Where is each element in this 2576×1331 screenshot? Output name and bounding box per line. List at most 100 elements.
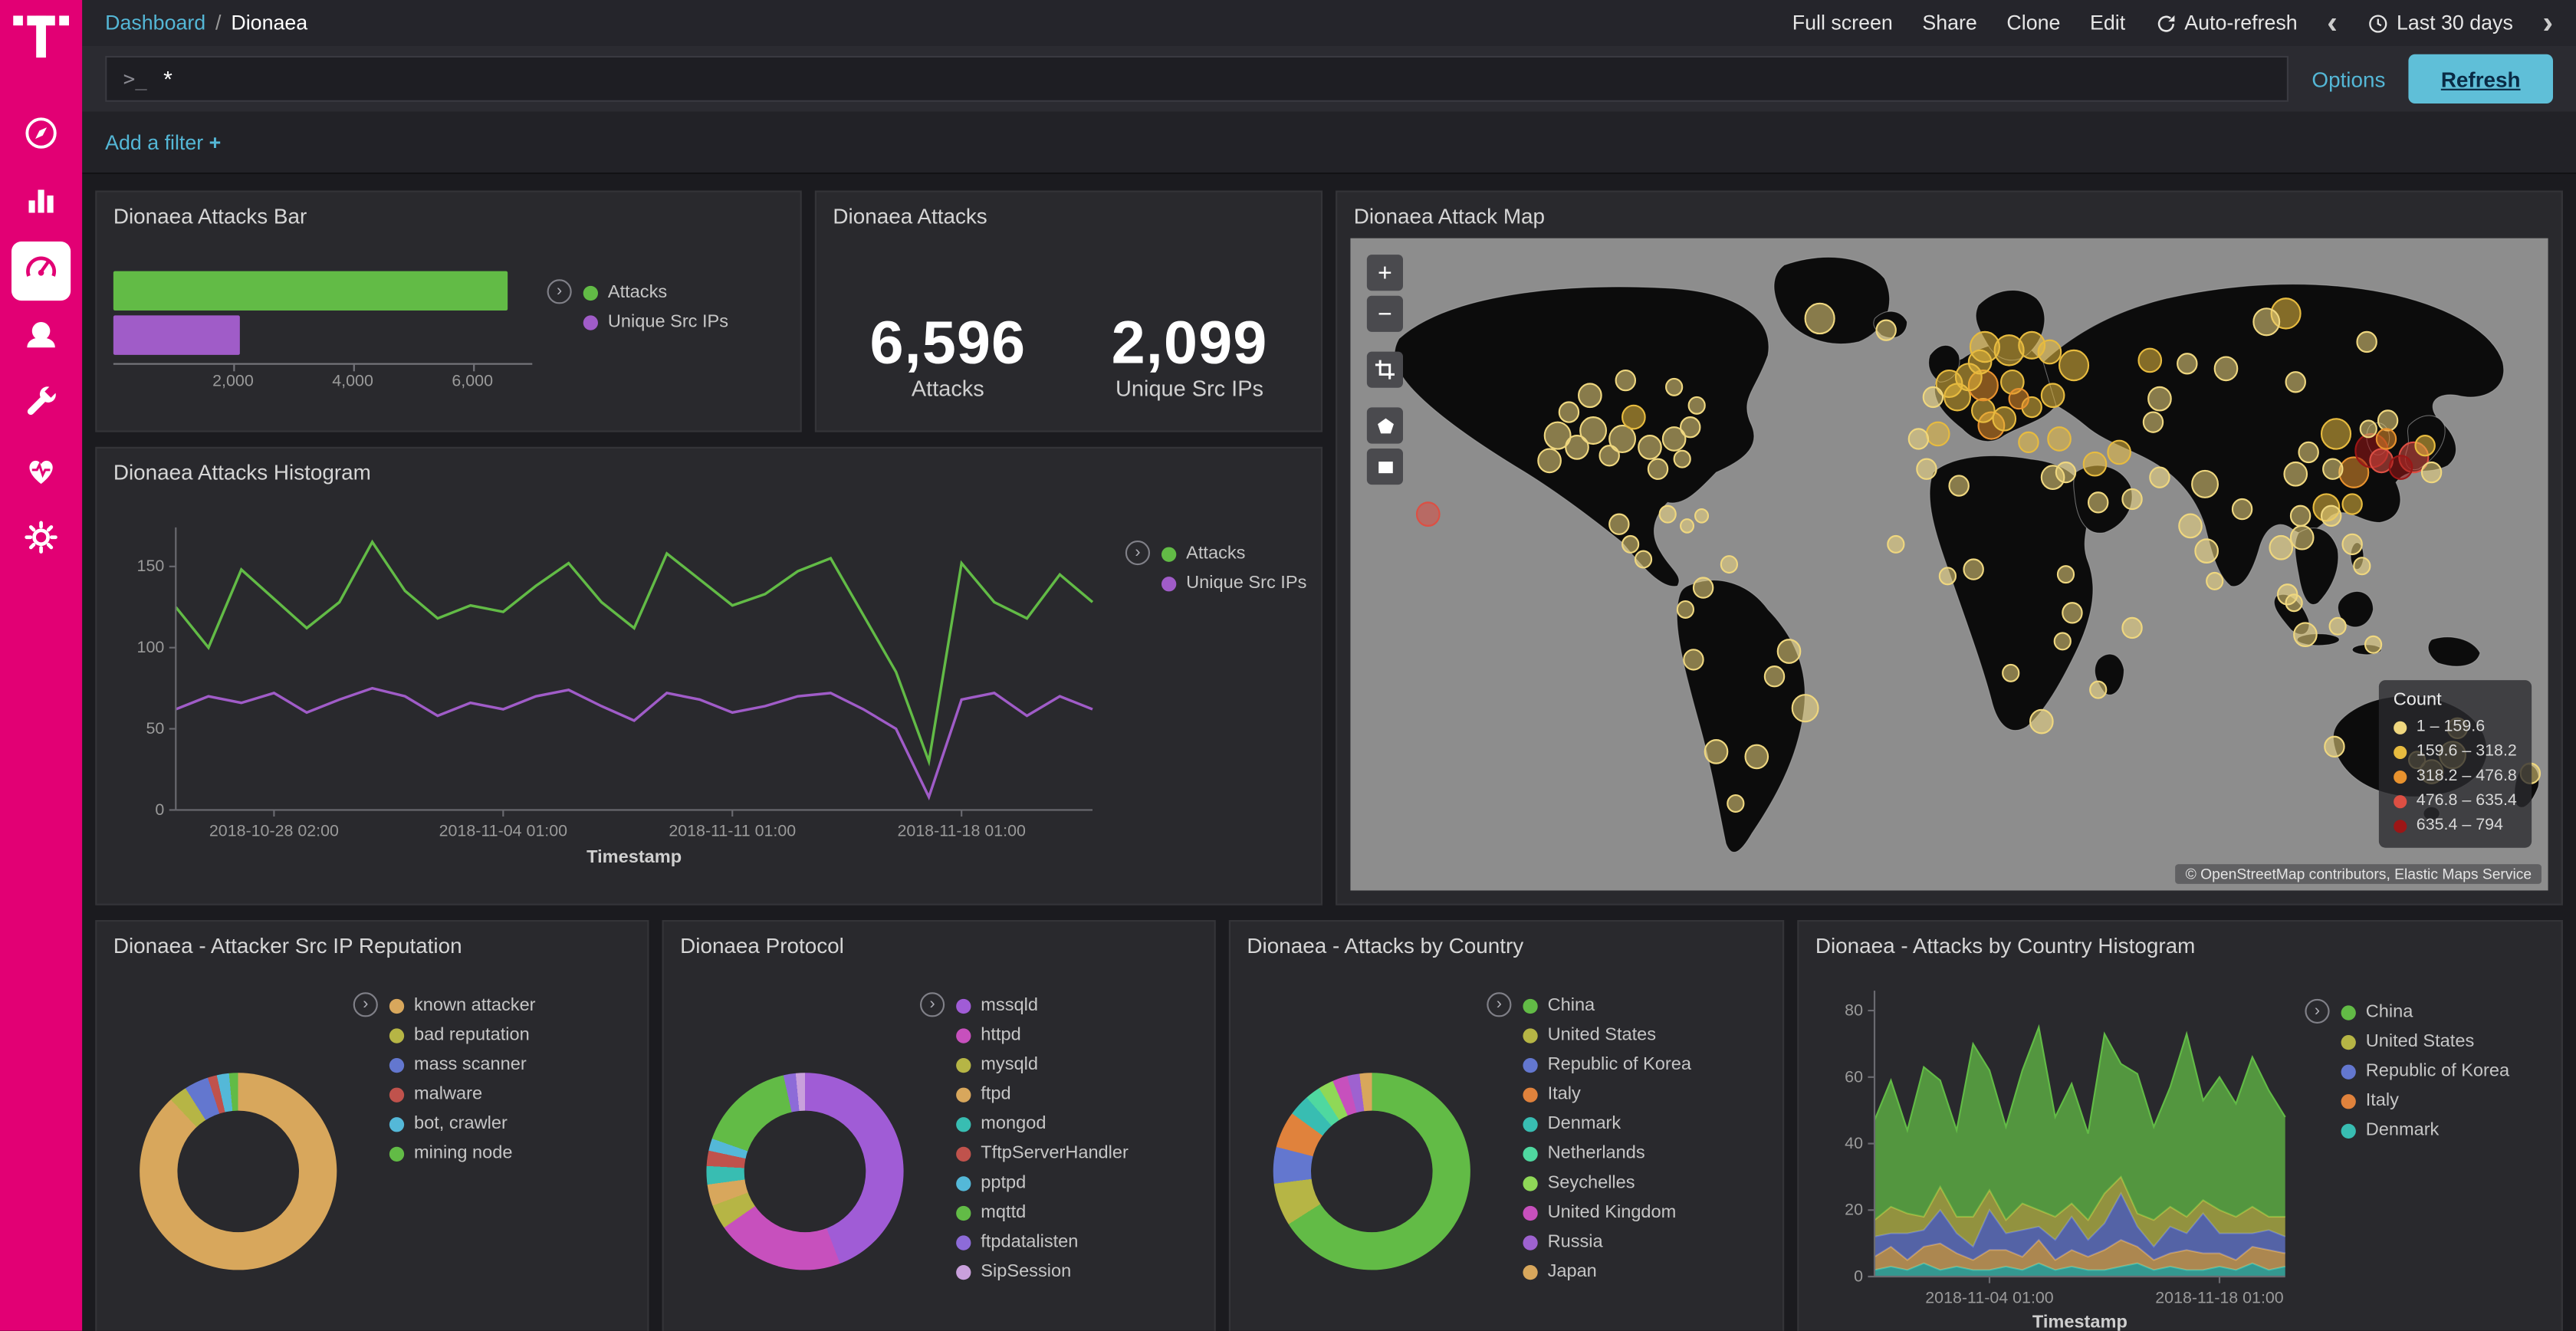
map-bubble[interactable]	[2040, 383, 2065, 409]
map-bubble[interactable]	[1615, 369, 1637, 392]
country-legend-item-seychelles[interactable]: Seychelles	[1523, 1168, 1691, 1198]
proto-legend-item-mysqld[interactable]: mysqld	[956, 1050, 1129, 1080]
panel-title[interactable]: Dionaea Protocol	[680, 933, 844, 958]
map-bubble[interactable]	[1925, 421, 1950, 447]
bar-legend-item-unique-src-ips[interactable]: Unique Src IPs	[583, 307, 728, 337]
map-bubble[interactable]	[2285, 371, 2306, 393]
panel-title[interactable]: Dionaea Attacks	[833, 203, 987, 228]
sidebar-item-discover[interactable]	[12, 107, 71, 166]
panel-title[interactable]: Dionaea Attacks Histogram	[113, 460, 371, 485]
map-bubble[interactable]	[1727, 794, 1745, 813]
map-bubble[interactable]	[1680, 416, 1701, 439]
histo-legend-item-attacks[interactable]: Attacks	[1162, 539, 1306, 569]
map-attribution[interactable]: © OpenStreetMap contributors, Elastic Ma…	[2175, 864, 2542, 884]
map-bubble[interactable]	[2008, 387, 2029, 410]
panel-title[interactable]: Dionaea - Attacker Src IP Reputation	[113, 933, 462, 958]
map-bubble[interactable]	[1948, 475, 1970, 497]
map-bubble[interactable]	[2414, 435, 2436, 457]
panel-title[interactable]: Dionaea - Attacks by Country Histogram	[1815, 933, 2196, 958]
country-legend-item-denmark[interactable]: Denmark	[1523, 1109, 1691, 1139]
sidebar-item-dev-tools[interactable]	[12, 376, 71, 435]
stack-legend-item-china[interactable]: China	[2341, 997, 2510, 1027]
map-bubble[interactable]	[2029, 708, 2054, 735]
map-bubble[interactable]	[1938, 567, 1957, 586]
map-bubble[interactable]	[1692, 577, 1714, 599]
map-bubble[interactable]	[2121, 488, 2143, 511]
zoom-out-button[interactable]: −	[1366, 295, 1403, 332]
map-bubble[interactable]	[2191, 469, 2219, 498]
map-bubble[interactable]	[1887, 534, 1905, 554]
stack-legend-collapse-icon[interactable]: ›	[2305, 998, 2330, 1024]
map-bubble[interactable]	[2289, 524, 2315, 550]
map-bubble[interactable]	[2252, 307, 2281, 337]
map-bubble[interactable]	[2082, 451, 2108, 477]
panel-title[interactable]: Dionaea Attacks Bar	[113, 203, 307, 228]
polygon-button[interactable]	[1366, 407, 1403, 444]
country-legend-item-republic-of-korea[interactable]: Republic of Korea	[1523, 1050, 1691, 1080]
add-filter-link[interactable]: Add a filter +	[105, 130, 221, 153]
map-bubble[interactable]	[2341, 493, 2363, 515]
map-bubble[interactable]	[2037, 339, 2062, 365]
map-bubble[interactable]	[1658, 504, 1677, 524]
rep-legend-collapse-icon[interactable]: ›	[353, 992, 378, 1017]
panel-title[interactable]: Dionaea - Attacks by Country	[1247, 933, 1524, 958]
map-bubble[interactable]	[2289, 504, 2312, 527]
bar-unique-src-ips[interactable]	[113, 315, 239, 355]
rep-legend-item-mass-scanner[interactable]: mass scanner	[389, 1050, 536, 1080]
proto-legend-collapse-icon[interactable]: ›	[920, 992, 945, 1017]
country-legend-item-netherlands[interactable]: Netherlands	[1523, 1139, 1691, 1168]
rep-legend-item-mining-node[interactable]: mining node	[389, 1139, 536, 1168]
map-bubble[interactable]	[2364, 635, 2383, 654]
map-bubble[interactable]	[1673, 449, 1691, 468]
map-bubble[interactable]	[2121, 616, 2143, 639]
country-donut-chart[interactable]	[1273, 1073, 1470, 1270]
rectangle-button[interactable]	[1366, 449, 1403, 485]
map-legend-range[interactable]: 1 – 159.6	[2393, 715, 2517, 739]
map-legend-range[interactable]: 476.8 – 635.4	[2393, 789, 2517, 813]
histo-legend-collapse-icon[interactable]: ›	[1125, 541, 1150, 566]
country-legend-item-japan[interactable]: Japan	[1523, 1257, 1691, 1287]
map-bubble[interactable]	[1763, 666, 1786, 688]
map-bubble[interactable]	[1970, 398, 1996, 423]
map-bubble[interactable]	[1744, 744, 1769, 770]
proto-legend-item-mongod[interactable]: mongod	[956, 1109, 1129, 1139]
country-legend-item-china[interactable]: China	[1523, 991, 1691, 1020]
map-bubble[interactable]	[2377, 409, 2399, 432]
query-value[interactable]: *	[163, 65, 172, 92]
map-bubble[interactable]	[1680, 518, 1695, 534]
map-bubble[interactable]	[2056, 565, 2075, 584]
bar-legend-collapse-icon[interactable]: ›	[547, 279, 572, 304]
map-bubble[interactable]	[1543, 421, 1572, 450]
protocol-donut-chart[interactable]	[706, 1073, 904, 1270]
rep-legend-item-bad-reputation[interactable]: bad reputation	[389, 1020, 536, 1050]
map-bubble[interactable]	[1622, 534, 1640, 554]
map-bubble[interactable]	[2356, 330, 2377, 353]
map-bubble[interactable]	[2058, 349, 2090, 382]
map-bubble[interactable]	[1608, 424, 1637, 454]
map-bubble[interactable]	[2018, 431, 2039, 454]
stack-legend-item-denmark[interactable]: Denmark	[2341, 1116, 2510, 1145]
country-legend-item-italy[interactable]: Italy	[1523, 1080, 1691, 1109]
telekom-t-logo[interactable]	[13, 15, 69, 72]
sidebar-item-management[interactable]	[12, 511, 71, 570]
map-bubble[interactable]	[2206, 571, 2224, 590]
country-legend-collapse-icon[interactable]: ›	[1487, 992, 1512, 1017]
time-back-button[interactable]: ‹	[2327, 5, 2338, 41]
map-bubble[interactable]	[2341, 533, 2363, 556]
map-bubble[interactable]	[1720, 555, 1739, 574]
map-bubble[interactable]	[2178, 513, 2203, 539]
proto-legend-item-pptpd[interactable]: pptpd	[956, 1168, 1129, 1198]
map-bubble[interactable]	[2002, 663, 2020, 682]
map-bubble[interactable]	[1907, 428, 1930, 450]
map-bubble[interactable]	[1578, 383, 1602, 409]
map-bubble[interactable]	[2420, 461, 2443, 484]
map-bubble[interactable]	[2375, 428, 2397, 450]
bar-attacks[interactable]	[113, 271, 508, 311]
options-link[interactable]: Options	[2312, 66, 2386, 91]
map-bubble[interactable]	[1579, 416, 1608, 445]
map-bubble[interactable]	[2213, 356, 2239, 382]
map-bubble[interactable]	[1776, 639, 1802, 664]
map-bubble[interactable]	[2320, 418, 2352, 450]
histo-legend-item-unique-src-ips[interactable]: Unique Src IPs	[1162, 568, 1306, 598]
map-bubble[interactable]	[1687, 396, 1706, 415]
